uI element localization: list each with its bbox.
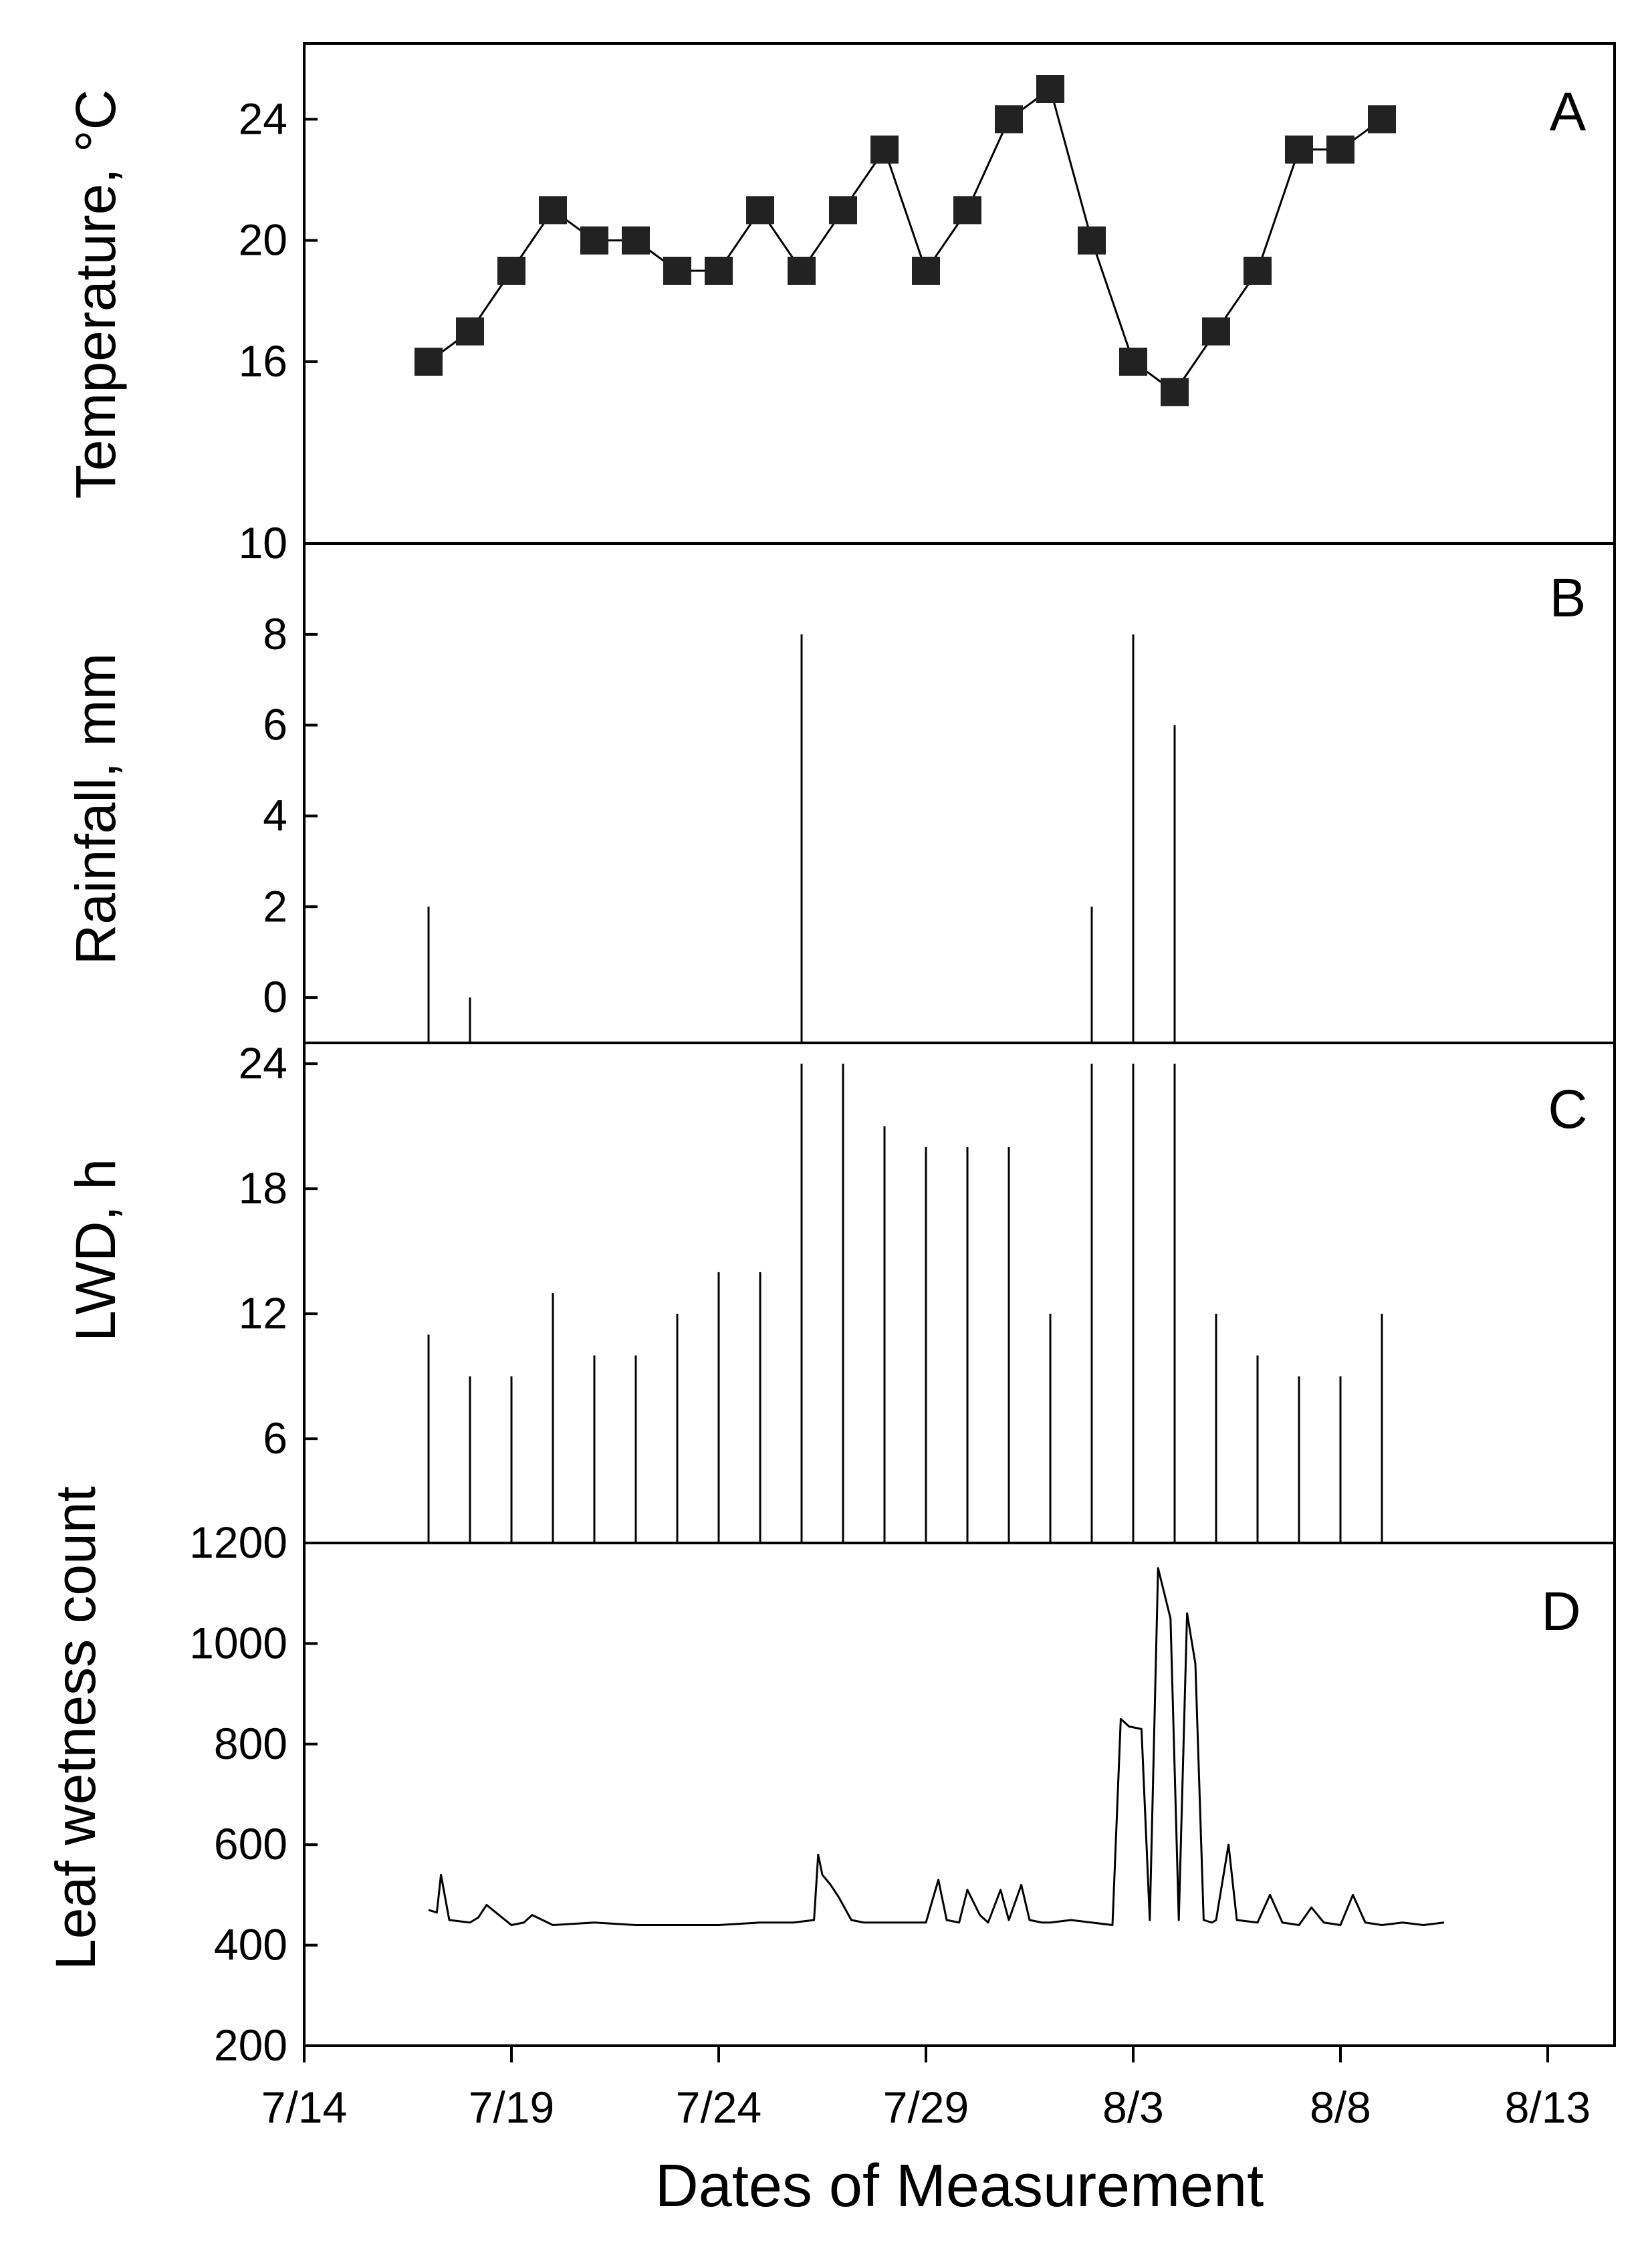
panel-b-ytick-label: 0 [263,972,287,1022]
panel-a-ytick-label: 16 [239,336,287,386]
x-tick-label: 8/3 [1102,2082,1164,2132]
panel-a-point [456,317,484,346]
panel-c-label: C [1548,1079,1587,1140]
panel-d-ytick-label: 1000 [189,1618,287,1667]
panel-d-ylabel: Leaf wetness count [44,1486,107,1970]
x-tick-label: 7/29 [883,2082,969,2132]
panel-b-ytick-label: 8 [263,609,287,659]
x-tick-label: 8/13 [1505,2082,1590,2132]
panel-a-point [870,135,899,164]
panel-d-ytick-label: 200 [214,2020,287,2070]
panel-a-ytick-label: 10 [239,518,287,568]
panel-d-ytick-label: 400 [214,1920,287,1970]
panel-d-ytick-label: 1200 [189,1518,287,1567]
panel-a-point [1285,135,1313,164]
panel-a-point [1036,75,1064,103]
panel-d-series-line [428,1567,1445,1927]
panel-a-label: A [1550,82,1586,142]
panel-a-point [415,348,443,376]
panel-d-ytick-label: 600 [214,1819,287,1869]
panel-b-label: B [1550,568,1586,628]
x-axis-title: Dates of Measurement [655,2153,1264,2220]
panel-b-ylabel: Rainfall, mm [64,653,127,965]
panel-d-label: D [1541,1581,1580,1642]
panel-a-point [746,196,774,225]
panel-c-ytick-label: 12 [239,1288,287,1338]
panel-a-point [829,196,857,225]
panel-a-point [539,196,567,225]
panel-a-point [663,257,691,285]
panel-b-ytick-label: 6 [263,700,287,749]
panel-a-point [1078,226,1106,255]
panel-a-point [1161,378,1189,406]
x-tick-label: 7/14 [261,2082,347,2132]
x-tick-label: 8/8 [1310,2082,1371,2132]
x-tick-label: 7/24 [676,2082,761,2132]
panel-a-point [995,105,1023,134]
panel-a-point [1244,257,1272,285]
panel-c-ytick-label: 6 [263,1413,287,1463]
chart-marks: 1016202402468106121824200400600800100012… [189,75,1590,2132]
panel-a-point [912,257,940,285]
panel-a-point [1119,348,1147,376]
panel-a-point [705,257,733,285]
panel-a-point [788,257,816,285]
panel-c-ytick-label: 24 [239,1038,287,1088]
panel-c-ylabel: LWD, h [64,1159,127,1342]
x-tick-label: 7/19 [469,2082,554,2132]
panel-c-ytick-label: 18 [239,1163,287,1213]
panel-a-ylabel: Temperature, °C [64,90,127,499]
panel-a-ytick-label: 24 [239,94,287,143]
panel-b-ytick-label: 10 [239,518,287,568]
panel-a-point [622,226,650,255]
panel-a-point [1326,135,1354,164]
panel-d-frame [303,1542,1616,2047]
panel-d-ytick-label: 800 [214,1719,287,1768]
panel-b-ytick-label: 4 [263,790,287,840]
panel-a-point [1368,105,1396,134]
panel-a-point [497,257,525,285]
panel-a-ytick-label: 20 [239,215,287,265]
panel-a-point [953,196,981,225]
panel-a-point [1202,317,1230,346]
panel-a-point [580,226,608,255]
panel-b-ytick-label: 2 [263,881,287,931]
